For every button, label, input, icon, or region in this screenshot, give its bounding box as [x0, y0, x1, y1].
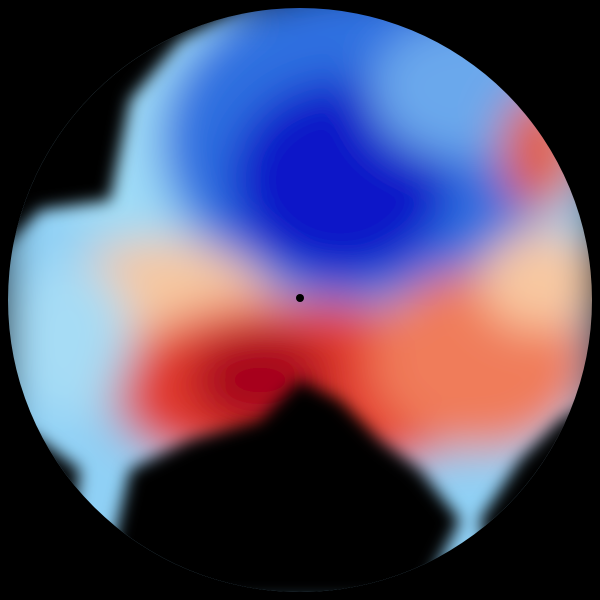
- radar-site-marker: [296, 294, 304, 302]
